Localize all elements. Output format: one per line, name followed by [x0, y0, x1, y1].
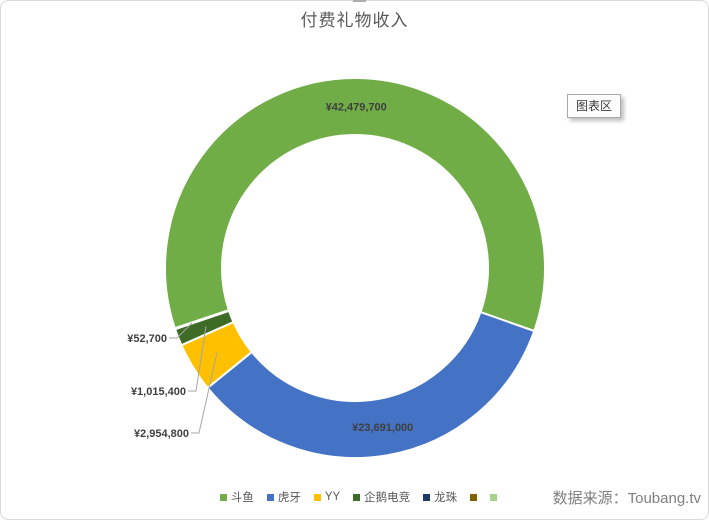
data-label-企鹅电竞: ¥1,015,400: [131, 386, 186, 398]
legend-swatch-icon: [423, 493, 431, 501]
legend-label: 企鹅电竞: [364, 492, 411, 504]
leader-line-企鹅电竞: [188, 326, 207, 392]
leader-line-龙珠: [169, 322, 193, 339]
legend-item-斗鱼[interactable]: 斗鱼: [219, 489, 254, 505]
legend-item-YY[interactable]: YY: [313, 491, 341, 503]
selection-handle-mark: [353, 0, 366, 2]
chart-title: 付费礼物收入: [300, 11, 409, 30]
legend-item-龙珠[interactable]: 龙珠: [423, 489, 457, 505]
data-label-龙珠: ¥52,700: [127, 333, 167, 345]
leader-line-YY: [191, 352, 218, 434]
data-label-虎牙: ¥23,691,000: [352, 422, 413, 434]
chart-area-tooltip: 图表区: [567, 94, 622, 118]
chart-legend: 斗鱼 虎牙 YY 企鹅电竞 龙珠: [4, 489, 709, 505]
legend-swatch-icon: [490, 493, 498, 501]
data-label-YY: ¥2,954,800: [134, 428, 189, 440]
legend-swatch-icon: [470, 493, 478, 501]
legend-swatch-icon: [313, 493, 321, 501]
legend-item-企鹅电竞[interactable]: 企鹅电竞: [353, 489, 410, 505]
donut-slice-斗鱼[interactable]: [164, 77, 546, 333]
legend-swatch-icon: [266, 493, 274, 501]
legend-item-extra-2[interactable]: [490, 493, 498, 501]
legend-swatch-icon: [353, 493, 361, 501]
legend-item-虎牙[interactable]: 虎牙: [266, 489, 301, 505]
legend-label: 龙珠: [434, 492, 458, 504]
legend-label: YY: [324, 491, 341, 503]
legend-item-extra-1[interactable]: [470, 493, 478, 501]
data-source-text: 数据来源：Toubang.tv: [552, 490, 701, 507]
data-label-斗鱼: ¥42,479,700: [326, 102, 387, 114]
legend-label: 斗鱼: [230, 492, 254, 504]
donut-slice-龙珠[interactable]: [173, 308, 231, 331]
donut-slice-虎牙[interactable]: [206, 310, 536, 459]
legend-label: 虎牙: [277, 492, 301, 504]
legend-swatch-icon: [219, 493, 227, 501]
